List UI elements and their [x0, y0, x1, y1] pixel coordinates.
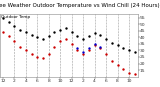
Point	[88, 50, 90, 51]
Point	[105, 54, 107, 55]
Point	[30, 34, 33, 35]
Point	[111, 42, 113, 43]
Point	[53, 31, 56, 33]
Point	[65, 28, 67, 29]
Point	[111, 60, 113, 62]
Point	[99, 46, 102, 47]
Point	[30, 54, 33, 55]
Point	[2, 17, 4, 19]
Point	[128, 50, 130, 51]
Point	[19, 46, 21, 47]
Point	[24, 50, 27, 51]
Point	[7, 21, 10, 22]
Point	[99, 47, 102, 49]
Point	[82, 51, 84, 52]
Point	[70, 31, 73, 33]
Point	[76, 50, 79, 51]
Point	[122, 68, 124, 69]
Point	[88, 47, 90, 49]
Point	[93, 33, 96, 34]
Point	[93, 43, 96, 45]
Text: Outdoor Temp: Outdoor Temp	[1, 15, 31, 19]
Point	[116, 45, 119, 46]
Point	[65, 38, 67, 39]
Point	[82, 54, 84, 55]
Point	[82, 38, 84, 39]
Point	[2, 31, 4, 33]
Point	[59, 29, 61, 30]
Point	[36, 37, 39, 38]
Point	[93, 45, 96, 46]
Point	[13, 41, 16, 42]
Point	[133, 73, 136, 75]
Point	[76, 47, 79, 49]
Point	[105, 38, 107, 39]
Point	[53, 46, 56, 47]
Point	[133, 51, 136, 52]
Point	[122, 47, 124, 49]
Point	[7, 35, 10, 37]
Point	[116, 64, 119, 66]
Point	[19, 29, 21, 30]
Point	[76, 35, 79, 37]
Point	[42, 58, 44, 59]
Text: Milwaukee Weather Outdoor Temperature vs Wind Chill (24 Hours): Milwaukee Weather Outdoor Temperature vs…	[0, 3, 160, 8]
Point	[128, 72, 130, 73]
Point	[42, 38, 44, 39]
Point	[36, 56, 39, 58]
Point	[88, 35, 90, 37]
Point	[48, 54, 50, 55]
Point	[24, 31, 27, 33]
Point	[48, 35, 50, 37]
Point	[59, 41, 61, 42]
Point	[70, 43, 73, 45]
Point	[99, 34, 102, 35]
Point	[13, 25, 16, 26]
